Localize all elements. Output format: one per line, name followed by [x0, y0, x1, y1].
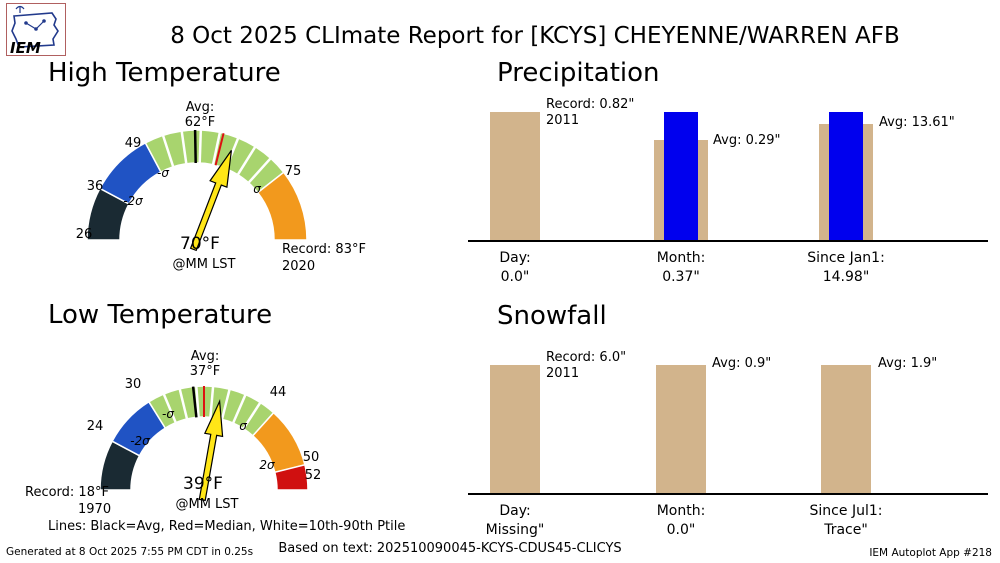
low-temp-gauge: Avg: 37°F 30 24 44 50 52 -2σ -σ σ 2σ 39°… — [25, 349, 322, 517]
tick-label: 50 — [303, 450, 320, 465]
observed-value: 39°F — [183, 474, 223, 494]
iem-logo: IEM — [6, 3, 66, 57]
gauge-needle — [189, 150, 232, 252]
station-dot-icon — [24, 21, 28, 25]
bar-annotation: Avg: 13.61" — [879, 115, 955, 130]
tick-label: 26 — [76, 227, 93, 242]
x-axis-label: Missing" — [485, 522, 545, 538]
x-axis-label: 0.0" — [666, 522, 696, 538]
station-dot-icon — [42, 19, 46, 23]
sigma-label: -σ — [162, 407, 174, 421]
observed-bar — [829, 112, 863, 240]
x-axis-line — [468, 240, 988, 242]
bar-annotation: Avg: 0.9" — [712, 356, 772, 371]
avg-label: Avg: — [191, 349, 219, 364]
station-dot-icon — [34, 27, 38, 31]
tick-label: 30 — [125, 377, 142, 392]
x-axis-line — [468, 493, 988, 495]
x-axis-label: Month: — [656, 503, 706, 519]
sigma-label: -2σ — [130, 434, 150, 448]
x-axis-label: Since Jul1: — [809, 503, 883, 519]
gauge-legend: Lines: Black=Avg, Red=Median, White=10th… — [48, 519, 406, 534]
tick-label: 49 — [125, 136, 142, 151]
app-credit: IEM Autoplot App #218 — [869, 547, 992, 559]
record-bar — [490, 365, 540, 493]
bar-annotation: Record: 0.82" — [546, 97, 635, 112]
bar-annotation: 2011 — [546, 113, 580, 128]
segment-record-tail — [273, 463, 309, 491]
x-axis-label: 14.98" — [822, 269, 870, 285]
observed-time: @MM LST — [172, 257, 235, 272]
avg-bar — [821, 365, 871, 493]
gauge-needle — [198, 399, 224, 502]
bar-annotation: Avg: 1.9" — [878, 356, 938, 371]
record-label: Record: 18°F — [25, 485, 109, 500]
observed-value: 70°F — [180, 234, 220, 254]
x-axis-label: Day: — [499, 250, 531, 266]
x-axis-label: Trace" — [824, 522, 868, 538]
antenna-icon — [15, 5, 25, 13]
median-line — [214, 133, 225, 166]
x-axis-label: 0.0" — [500, 269, 530, 285]
sigma-label: σ — [253, 182, 261, 196]
record-year: 1970 — [78, 502, 111, 517]
x-axis-label: Month: — [656, 250, 706, 266]
bar-annotation: Record: 6.0" — [546, 350, 627, 365]
record-year: 2020 — [282, 259, 315, 274]
tick-label: 36 — [87, 179, 104, 194]
tick-label: 75 — [285, 164, 302, 179]
precip-title: Precipitation — [497, 58, 660, 88]
logo-text: IEM — [10, 39, 41, 57]
avg-bar — [656, 365, 706, 493]
snowfall-title: Snowfall — [497, 301, 607, 331]
high-temp-title: High Temperature — [48, 58, 281, 88]
observed-time: @MM LST — [175, 497, 238, 512]
low-temp-title: Low Temperature — [48, 300, 273, 330]
avg-label: Avg: — [186, 100, 214, 115]
percentile-ticks — [162, 386, 262, 430]
sigma-label: 2σ — [259, 458, 275, 472]
generated-timestamp: Generated at 8 Oct 2025 7:55 PM CDT in 0… — [6, 546, 254, 558]
avg-value: 37°F — [190, 364, 221, 379]
sigma-label: -2σ — [123, 194, 143, 208]
bar-annotation: 2011 — [546, 366, 580, 381]
x-axis-label: Day: — [499, 503, 531, 519]
based-on-text: Based on text: 202510090045-KCYS-CDUS45-… — [278, 541, 622, 556]
record-label: Record: 83°F — [282, 242, 366, 257]
bar-annotation: Avg: 0.29" — [713, 133, 781, 148]
tick-label: 24 — [87, 419, 104, 434]
sigma-label: σ — [239, 419, 247, 433]
tick-label: 52 — [305, 468, 322, 483]
avg-value: 62°F — [185, 115, 216, 130]
page-title: 8 Oct 2025 CLImate Report for [KCYS] CHE… — [170, 23, 900, 49]
iowa-outline-icon — [11, 12, 59, 48]
sigma-label: -σ — [157, 166, 169, 180]
avg-line — [191, 386, 198, 418]
x-axis-label: 0.37" — [662, 269, 700, 285]
x-axis-label: Since Jan1: — [807, 250, 885, 266]
tick-label: 44 — [270, 385, 287, 400]
high-temp-gauge: Avg: 62°F 49 36 26 75 -2σ -σ σ 70°F @MM … — [76, 100, 366, 274]
gauge-segments — [86, 129, 308, 241]
segment-plus-sigma — [256, 171, 308, 241]
avg-line — [193, 129, 197, 164]
observed-bar — [664, 112, 698, 240]
record-bar — [490, 112, 540, 240]
